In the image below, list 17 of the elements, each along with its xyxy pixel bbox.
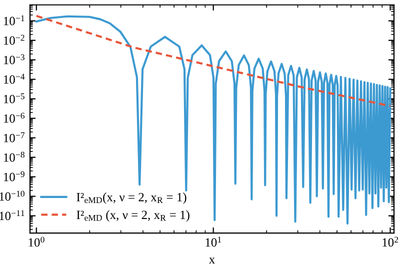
y-tick-label: 10$^{−9}$ xyxy=(4,171,24,182)
y-tick-label: 10$^{−1}$ xyxy=(4,15,24,26)
y-tick-label: 10$^{−5}$ xyxy=(4,93,24,104)
y-tick-label: 10$^{−10}$ xyxy=(0,190,24,201)
legend-label: I²$_{eMD}$ (x, ν = 2, x$_{R}$ = 1) xyxy=(76,210,190,222)
y-tick-label: 10$^{−4}$ xyxy=(4,74,25,84)
x-tick-label: 10$^{1}$ xyxy=(206,236,222,247)
x-tick-label: 10$^{2}$ xyxy=(382,236,398,247)
y-tick-label: 10$^{−6}$ xyxy=(4,112,25,123)
y-tick-label: 10$^{−7}$ xyxy=(4,132,25,142)
x-tick-label: 10$^{0}$ xyxy=(28,236,44,247)
y-tick-label: 10$^{−3}$ xyxy=(4,54,24,64)
y-tick-label: 10$^{−11}$ xyxy=(0,210,24,220)
y-tick-label: 10$^{−2}$ xyxy=(4,34,24,45)
legend-label: I²$_{eMD}$(x, ν = 2, x$_{R}$ = 1) xyxy=(76,192,186,204)
x-axis-title: x xyxy=(208,258,215,264)
y-tick-label: 10$^{−8}$ xyxy=(4,152,24,162)
